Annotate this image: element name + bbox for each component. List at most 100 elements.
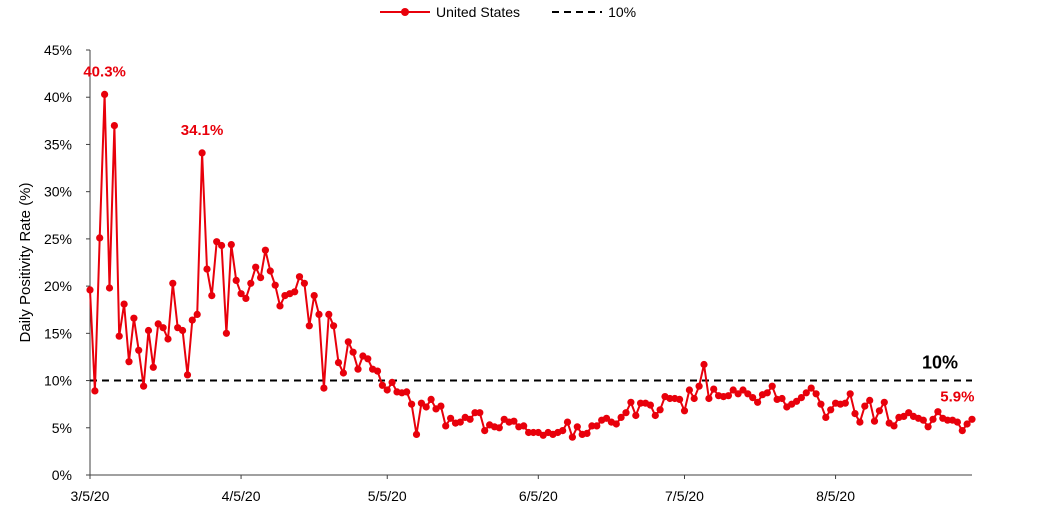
data-point bbox=[817, 400, 825, 408]
data-label: 40.3% bbox=[83, 63, 126, 80]
data-point bbox=[797, 394, 806, 402]
data-point bbox=[120, 300, 128, 308]
data-point bbox=[169, 279, 177, 287]
data-point bbox=[651, 411, 659, 420]
data-point bbox=[802, 389, 810, 397]
data-point bbox=[846, 390, 854, 398]
y-tick-label: 25% bbox=[44, 231, 72, 247]
y-tick-label: 40% bbox=[44, 89, 72, 105]
data-point bbox=[96, 234, 104, 242]
data-point bbox=[934, 408, 942, 416]
data-point bbox=[729, 386, 737, 394]
data-point bbox=[568, 433, 577, 441]
data-point bbox=[851, 410, 859, 418]
y-tick-label: 35% bbox=[44, 136, 72, 152]
data-point bbox=[183, 371, 192, 379]
data-point bbox=[271, 281, 279, 289]
data-point bbox=[739, 386, 747, 394]
data-point bbox=[749, 394, 757, 402]
data-point bbox=[890, 422, 898, 430]
data-point bbox=[227, 241, 235, 249]
data-point bbox=[447, 414, 455, 422]
data-point bbox=[257, 274, 265, 282]
data-point bbox=[242, 294, 250, 302]
data-point bbox=[261, 246, 269, 254]
data-point bbox=[408, 400, 416, 408]
legend-item-united-states[interactable]: United States bbox=[380, 4, 520, 20]
data-point bbox=[339, 369, 347, 377]
data-point bbox=[115, 332, 123, 340]
data-point bbox=[841, 399, 849, 407]
data-point bbox=[827, 406, 835, 414]
data-point bbox=[344, 338, 352, 346]
data-point bbox=[559, 427, 567, 435]
data-point bbox=[110, 122, 118, 130]
y-tick-label: 5% bbox=[52, 420, 72, 436]
data-point bbox=[627, 398, 635, 406]
data-point bbox=[929, 415, 937, 423]
data-point bbox=[685, 386, 694, 394]
data-point bbox=[388, 378, 396, 386]
data-point bbox=[822, 413, 830, 421]
data-point bbox=[481, 427, 489, 435]
data-point bbox=[617, 413, 625, 421]
data-point bbox=[334, 359, 343, 367]
legend-item-threshold[interactable]: 10% bbox=[552, 4, 636, 20]
data-point bbox=[495, 424, 503, 432]
data-point bbox=[300, 279, 308, 287]
data-point bbox=[208, 292, 216, 300]
data-point bbox=[417, 399, 425, 407]
data-point bbox=[593, 422, 601, 430]
data-point bbox=[856, 418, 864, 426]
x-tick-label: 4/5/20 bbox=[222, 488, 261, 504]
data-point bbox=[266, 267, 274, 275]
data-point bbox=[378, 381, 386, 389]
data-point bbox=[602, 414, 611, 422]
data-point bbox=[295, 273, 304, 281]
data-point bbox=[442, 422, 450, 430]
x-tick-label: 6/5/20 bbox=[519, 488, 558, 504]
legend-label-threshold: 10% bbox=[608, 4, 637, 20]
data-point bbox=[807, 384, 815, 392]
data-point bbox=[315, 310, 323, 318]
data-point bbox=[710, 385, 718, 393]
data-point bbox=[953, 418, 962, 426]
data-point bbox=[583, 429, 591, 437]
x-tick-label: 5/5/20 bbox=[368, 488, 407, 504]
data-point bbox=[354, 365, 362, 373]
x-tick-label: 3/5/20 bbox=[71, 488, 110, 504]
series-line-united-states bbox=[89, 94, 973, 440]
data-point bbox=[213, 238, 221, 246]
data-point bbox=[754, 398, 762, 406]
data-point bbox=[125, 358, 133, 366]
data-point bbox=[198, 149, 206, 157]
y-tick-label: 0% bbox=[52, 467, 72, 483]
data-point bbox=[466, 415, 474, 423]
data-label: 34.1% bbox=[181, 122, 224, 139]
data-point bbox=[222, 329, 230, 337]
data-point bbox=[861, 402, 869, 410]
data-point bbox=[646, 401, 655, 409]
data-point bbox=[656, 406, 664, 414]
data-point bbox=[676, 395, 684, 403]
data-point bbox=[105, 284, 114, 292]
data-point bbox=[276, 302, 284, 310]
legend-dashed-line-icon bbox=[552, 11, 603, 13]
x-tick-label: 7/5/20 bbox=[665, 488, 704, 504]
data-point bbox=[958, 427, 966, 435]
y-tick-label: 30% bbox=[44, 184, 72, 200]
data-point bbox=[690, 394, 698, 403]
data-point bbox=[437, 402, 445, 410]
data-point bbox=[364, 355, 372, 363]
data-point bbox=[159, 324, 167, 332]
data-point bbox=[622, 409, 630, 417]
data-point bbox=[305, 322, 313, 330]
data-point bbox=[768, 382, 776, 390]
data-point bbox=[875, 407, 884, 415]
data-point bbox=[900, 412, 908, 420]
y-axis-title: Daily Positivity Rate (%) bbox=[17, 182, 34, 342]
data-point bbox=[612, 420, 620, 428]
data-point bbox=[383, 386, 391, 394]
data-point bbox=[680, 407, 689, 415]
data-point bbox=[188, 316, 196, 324]
